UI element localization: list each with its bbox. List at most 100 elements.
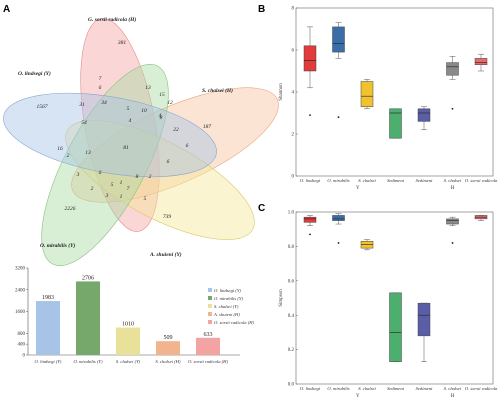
venn-count: 1567 [37,104,48,110]
venn-count: 10 [141,108,147,114]
category-label: O. mirabilis [327,178,349,183]
category-label: O. sorsii radicola [465,386,498,391]
venn-count: 13 [85,150,91,156]
venn-label-o-lindsegi: O. lindsegi (Y) [18,70,51,77]
bar-value-labels: 1983 2706 1010 509 633 [42,275,213,341]
bar [36,301,60,355]
legend-entry: S. chalsei (Y) [214,304,239,309]
venn-count: 54 [81,119,87,126]
category-label: Sediment [387,386,405,391]
bar [156,341,180,355]
category-label: S. chalsei [444,386,462,391]
simpson-boxplot: 1.0 0.8 0.6 0.4 0.2 0.0 Simpson O. lindsegi O. m… [279,211,498,399]
bar-category-labels: O. lindsegi (Y) O. mirabilis (Y) S. chalse… [35,359,229,364]
outlier-point [337,242,340,244]
bar [76,281,100,355]
bar-value-label: 1010 [122,322,134,328]
outlier-point [309,114,311,116]
box [446,62,459,76]
venn-count: 6 [99,85,102,91]
venn-label-o-mirabilis: O. mirabilis (Y) [40,242,75,249]
bar-category-label: S. chalsei (H) [155,359,181,364]
venn-count: 7 [127,186,130,192]
venn-label-a-shuieni: A. shuieni (Y) [149,251,182,258]
category-label: O. mirabilis [327,386,349,391]
venn-set-3 [65,120,255,240]
y-tick-label: 0.6 [288,279,295,284]
box [389,108,402,139]
box [303,216,317,223]
bar-category-label: O. lindsegi (Y) [35,359,62,364]
venn-count: 6 [186,143,189,149]
box [446,218,459,225]
y-tick-label: 0.2 [288,348,295,353]
bar-series [36,281,220,355]
venn-count: 4 [159,112,162,119]
venn-count: 1 [120,180,123,186]
bar-value-label: 509 [164,335,173,341]
box [332,26,345,53]
venn-count: 1 [120,194,123,200]
bar-y-tick-label: 3200 [15,267,26,272]
y-tick-label: 0.0 [288,383,295,388]
panel-c-letter: C [258,203,265,214]
venn-count: 6 [99,170,102,176]
group-label-h: H [451,394,455,399]
bar-category-label: S. chalsei (Y) [116,359,141,364]
venn-count: 15 [159,92,165,98]
box [360,81,374,107]
plot-frame [295,7,494,177]
group-label-y: Y [356,394,360,399]
outlier-point [451,242,454,244]
venn-count: 3 [105,193,109,199]
venn-count: 16 [57,146,63,152]
y-axis-label: Simpson [279,289,284,307]
y-tick-label: 0.4 [288,314,295,319]
bar-value-label: 633 [204,332,213,338]
y-tick-label: 1.0 [288,211,295,216]
bar [116,327,140,355]
box [474,58,488,65]
bar-category-label: O. mirabilis (Y) [74,359,103,364]
venn-count: 6 [167,159,170,165]
bar [196,337,220,355]
group-label-h: H [451,186,455,191]
venn-label-s-chalsei: S. chalsei (H) [202,87,233,94]
venn-count: 381 [117,40,127,46]
box [332,215,345,221]
outlier-point [451,107,454,110]
venn-region-counts: 1567 381 187 739 2226 7 6 13 15 12 31 34… [37,40,212,220]
venn-count: 8 [136,174,139,180]
y-tick-label: 0.8 [288,245,295,250]
legend-swatch [208,304,212,308]
outlier-point [337,116,340,119]
legend-swatch [208,312,212,316]
venn-count: 187 [203,124,212,130]
bar-legend: O. lindsegi (Y) O. mirabilis (Y) S. chalse… [208,288,255,325]
bar-category-label: O. sorsii radicola (H) [188,359,229,364]
bar-y-tick-label: 1600 [15,310,26,315]
y-tick-label: 4 [292,91,295,96]
legend-entry: A. shuieni (H) [213,312,240,317]
venn-count: 81 [123,145,129,151]
venn-count: 5 [144,196,147,202]
category-label: S. chalsei [358,178,376,183]
venn-set-5 [3,92,217,178]
y-tick-label: 6 [292,49,295,54]
y-tick-label: 2 [292,133,295,138]
y-axis-label: Shannon [279,83,284,101]
panel-a-letter: A [3,4,10,15]
category-label: S. chalsei [358,386,376,391]
venn-count: 2 [91,186,94,192]
venn-count: 34 [100,99,107,106]
legend-swatch [208,288,212,292]
shannon-boxplot: 8 6 4 2 0 Shannon O. lindsegi O. mirabilis S. ch… [279,7,498,191]
venn-count: 739 [163,214,172,220]
venn-count: 3 [76,172,80,178]
category-label: Sediment [416,386,434,391]
outlier-point [309,233,311,236]
box [389,292,402,362]
box [303,45,317,72]
venn-count: 4 [129,117,132,124]
